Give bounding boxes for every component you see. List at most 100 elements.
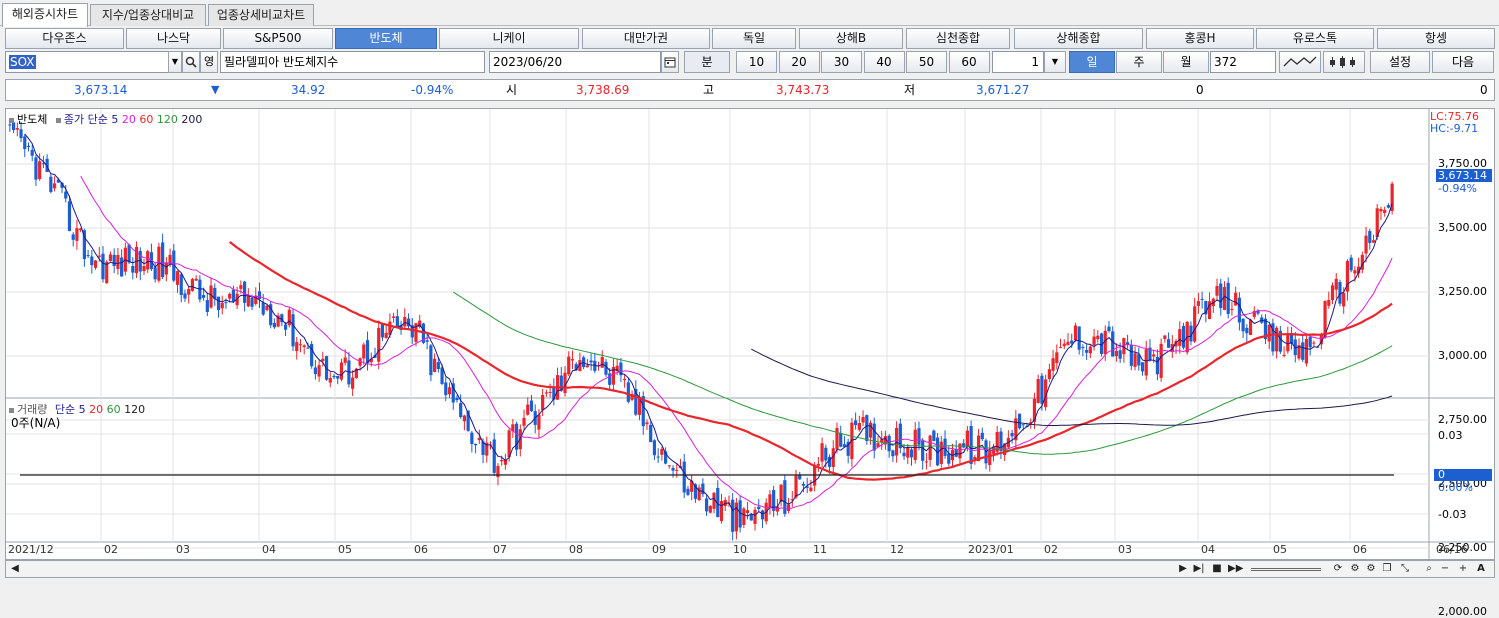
minute-option-button[interactable]: 10 (736, 51, 777, 73)
legend-ma-label: 종가 단순 (63, 113, 108, 126)
font-size-button[interactable]: A (1477, 563, 1485, 574)
candle-body (254, 295, 258, 304)
candle-body (1040, 375, 1044, 404)
candle-body (1230, 308, 1234, 310)
tab-overseas-chart[interactable]: 해외증시차트 (2, 3, 88, 27)
market-button[interactable]: 다우존스 (5, 28, 124, 49)
candle-body (332, 375, 336, 378)
interval-dropdown[interactable]: ▼ (1044, 51, 1066, 73)
candle-body (310, 343, 314, 367)
candle-body (1275, 327, 1279, 352)
candle-body (485, 442, 489, 456)
settings-button[interactable]: 설정 (1370, 51, 1430, 73)
candle-body (19, 129, 23, 139)
minute-option-button[interactable]: 50 (906, 51, 947, 73)
market-button[interactable]: 독일 (712, 28, 796, 49)
candle-body (760, 510, 765, 520)
minute-option-button[interactable]: 30 (821, 51, 862, 73)
date-input[interactable]: 2023/06/20 (489, 51, 661, 73)
scroll-right-button[interactable]: ▶ (1179, 563, 1187, 574)
candle-body (328, 378, 332, 383)
candle-body (1166, 339, 1171, 348)
candle-body (436, 362, 440, 369)
market-button[interactable]: 반도체 (335, 28, 437, 49)
candle-body (146, 251, 150, 270)
play-button[interactable]: ▶| (1193, 563, 1205, 574)
volume-value: 0 (1196, 83, 1204, 97)
market-button[interactable]: 대만가권 (582, 28, 710, 49)
fast-forward-button[interactable]: ▶▶ (1228, 563, 1244, 574)
candle-body (1081, 347, 1085, 349)
market-button[interactable]: 상해B (799, 28, 903, 49)
market-button[interactable]: 유로스톡 (1256, 28, 1374, 49)
gear-icon[interactable]: ⚙ (1350, 563, 1360, 574)
symbol-input[interactable]: SOX (5, 51, 170, 73)
minute-option-button[interactable]: 20 (778, 51, 820, 73)
stop-button[interactable]: ■ (1212, 563, 1222, 574)
x-axis-tick-label: 12 (890, 543, 904, 556)
minute-option-button[interactable]: 40 (863, 51, 905, 73)
market-button[interactable]: 심천종합 (906, 28, 1010, 49)
chart-scrollbar[interactable]: ◀ ▶ ▶| ■ ▶▶ ⟳ ⚙ ⚙ ❐ ⤡ ⌕ − + A (5, 560, 1495, 578)
zoom-out-button[interactable]: − (1440, 563, 1450, 574)
scroll-left-button[interactable]: ◀ (11, 563, 19, 574)
volume-legend: 거래량 단순 5 20 60 120 (9, 401, 145, 417)
interval-spin-input[interactable]: 1 (992, 51, 1044, 73)
chart-type-button[interactable] (1279, 51, 1321, 73)
tab-strip: 해외증시차트 지수/업종상대비교 업종상세비교차트 (0, 0, 1499, 27)
collapse-icon[interactable]: ⤡ (1401, 563, 1409, 574)
market-button[interactable]: S&P500 (223, 28, 333, 49)
candle-body (82, 230, 86, 260)
candle-body (1099, 333, 1104, 354)
zoom-slider[interactable] (1251, 568, 1321, 571)
market-button[interactable]: 홍콩H (1146, 28, 1254, 49)
zoom-in-button[interactable]: + (1458, 563, 1468, 574)
period-day-button[interactable]: 일 (1069, 51, 1115, 73)
candle-body (745, 510, 750, 514)
candle-body (1114, 350, 1119, 357)
next-button[interactable]: 다음 (1432, 51, 1494, 73)
candle-body (1312, 342, 1316, 344)
candle-body (529, 400, 534, 412)
candle-body (1058, 347, 1063, 349)
market-button[interactable]: 항셍 (1377, 28, 1495, 49)
calendar-button[interactable] (661, 51, 679, 73)
candle-body (153, 267, 157, 280)
candle-type-button[interactable] (1323, 51, 1365, 73)
candle-body (187, 289, 191, 295)
period-week-button[interactable]: 주 (1116, 51, 1162, 73)
ma200-line (751, 348, 1393, 426)
tab-sector-compare[interactable]: 업종상세비교차트 (208, 4, 314, 26)
candle-body (1051, 358, 1055, 371)
market-button[interactable]: 나스닥 (126, 28, 221, 49)
candle-body (623, 379, 627, 381)
candle-body (514, 423, 519, 450)
candle-body (257, 291, 262, 300)
minute-option-button[interactable]: 60 (948, 51, 990, 73)
legend-ma5: 5 (111, 113, 119, 126)
search-button[interactable] (182, 51, 200, 73)
candle-body (850, 422, 854, 460)
candle-body (842, 444, 847, 447)
candle-body (93, 260, 98, 268)
candle-body (1360, 254, 1364, 270)
market-button[interactable]: 니케이 (439, 28, 579, 49)
market-button[interactable]: 상해종합 (1014, 28, 1143, 49)
candle-body (120, 257, 124, 277)
legend-ma20: 20 (121, 113, 136, 126)
candle-body (336, 375, 340, 379)
period-month-button[interactable]: 월 (1163, 51, 1209, 73)
tab-index-compare[interactable]: 지수/업종상대비교 (90, 4, 206, 26)
chart-svg[interactable] (6, 109, 1494, 559)
candle-body (559, 375, 563, 391)
english-toggle[interactable]: 영 (200, 51, 218, 73)
count-input[interactable]: 372 (1210, 51, 1276, 73)
candle-body (1256, 310, 1260, 314)
chart-area[interactable]: 반도체 종가 단순 5 20 60 120 200 LC:75.76 HC:-9… (5, 108, 1495, 618)
symbol-dropdown-button[interactable]: ▼ (168, 51, 182, 73)
refresh-icon[interactable]: ⟳ (1333, 563, 1343, 574)
gear-icon[interactable]: ⚙ (1366, 563, 1376, 574)
candle-body (1371, 240, 1376, 243)
search-icon[interactable]: ⌕ (1426, 563, 1432, 574)
copy-icon[interactable]: ❐ (1382, 563, 1392, 574)
